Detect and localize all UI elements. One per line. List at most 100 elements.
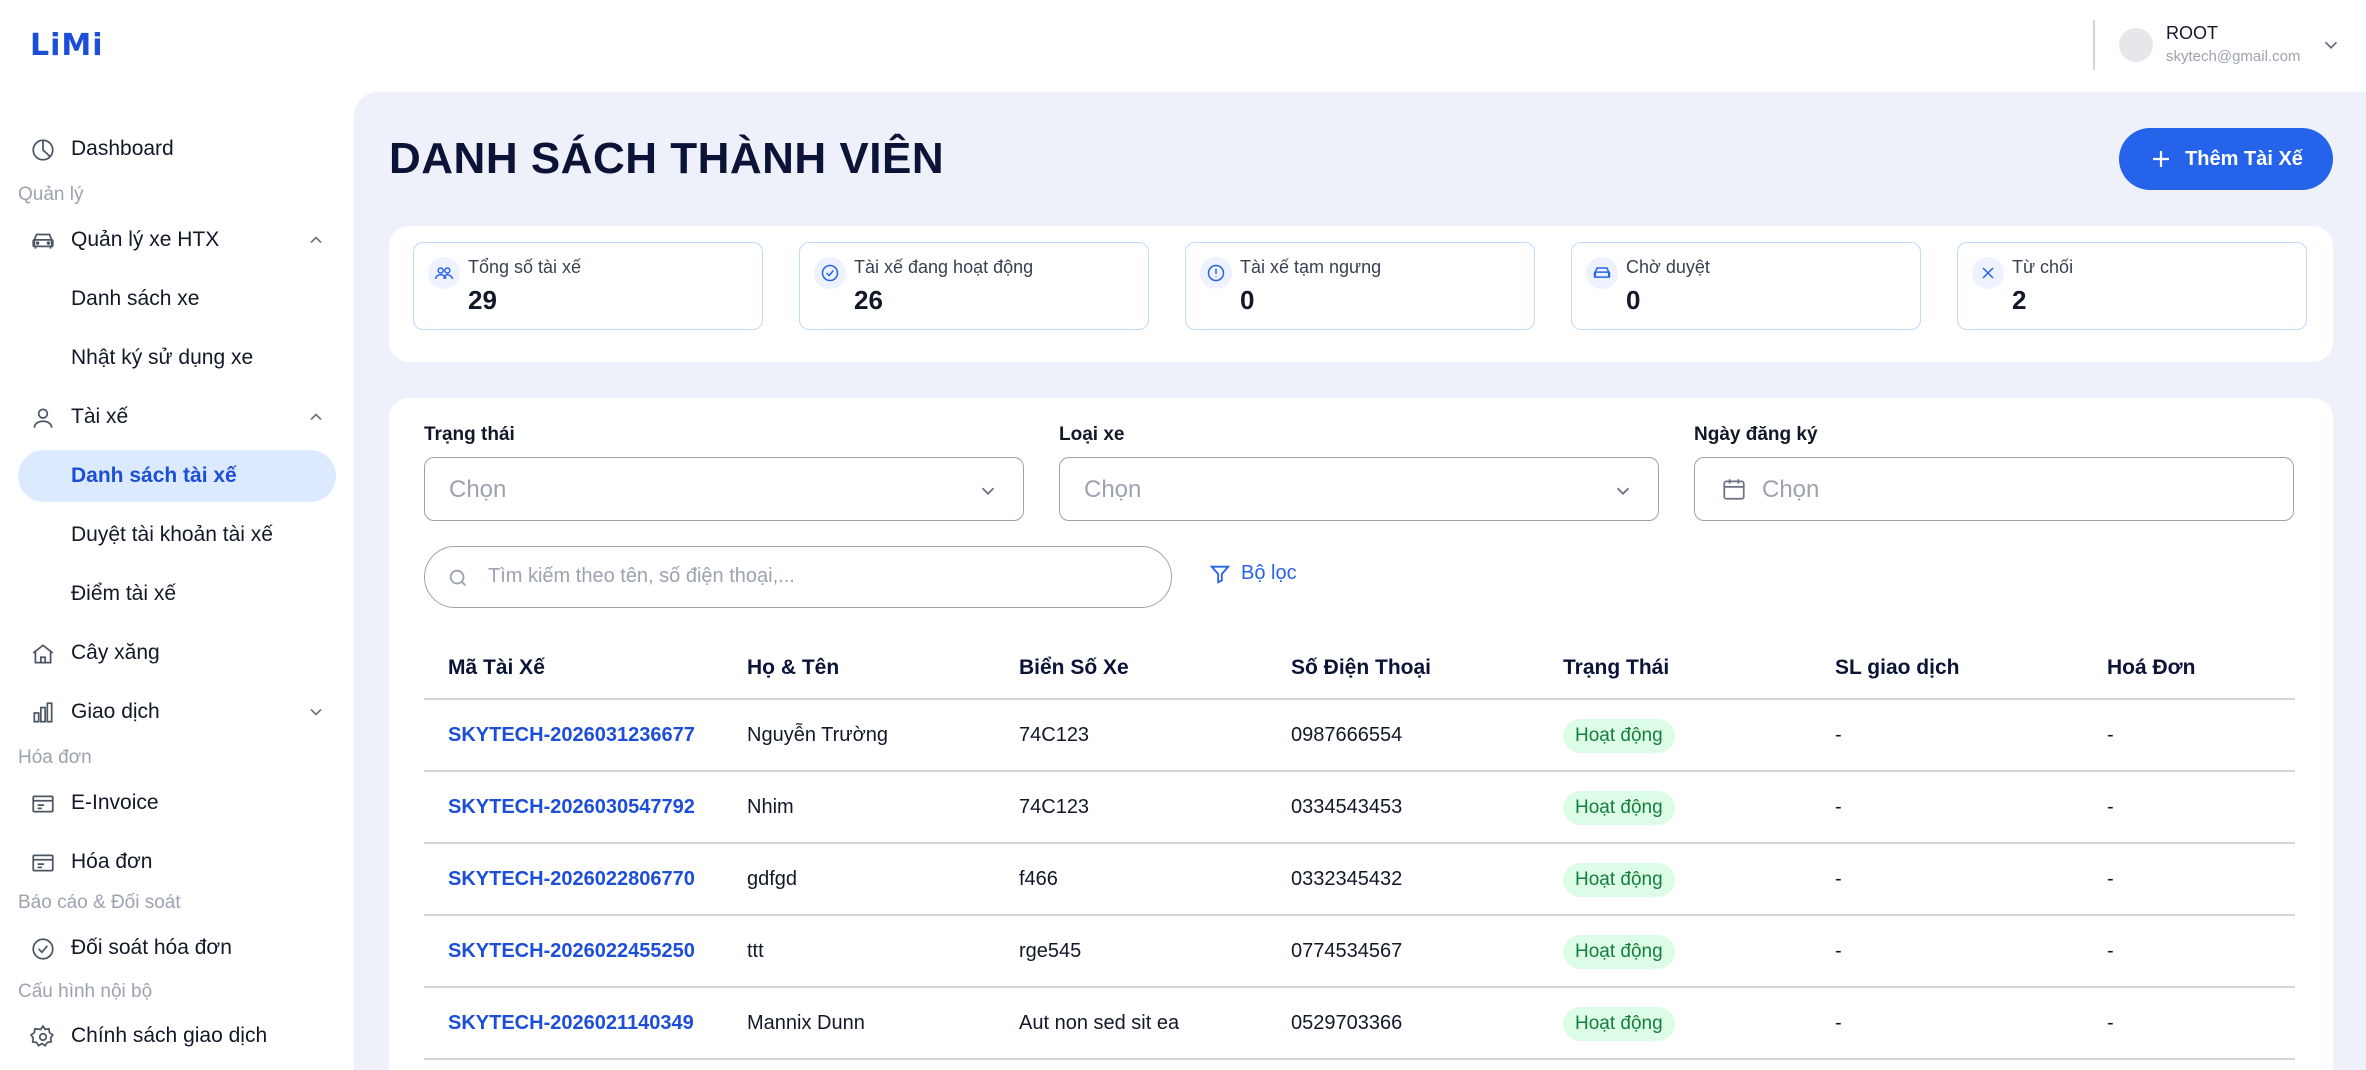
sidebar-item-vehicle-log[interactable]: Nhật ký sử dụng xe: [18, 332, 336, 384]
users-icon: [428, 257, 460, 289]
tx-count: -: [1835, 940, 1842, 962]
sidebar-item-label: Danh sách xe: [71, 287, 200, 310]
column-header[interactable]: Trạng Thái: [1563, 656, 1670, 679]
driver-name: ttt: [747, 940, 764, 962]
add-driver-button[interactable]: Thêm Tài Xế: [2119, 128, 2333, 190]
chevron-up-icon[interactable]: [306, 230, 326, 250]
car-icon: [32, 233, 54, 249]
sidebar-item-dashboard[interactable]: Dashboard: [18, 123, 336, 175]
column-header[interactable]: Biển Số Xe: [1019, 656, 1129, 679]
vehicle-type-select[interactable]: Chọn: [1059, 457, 1659, 521]
driver-code-link[interactable]: SKYTECH-2026030547792: [448, 796, 695, 818]
status-select[interactable]: Chọn: [424, 457, 1024, 521]
tx-count: -: [1835, 1012, 1842, 1034]
vehicle-type-select-value: Chọn: [1084, 476, 1142, 503]
driver-code-link[interactable]: SKYTECH-2026022455250: [448, 940, 695, 962]
stat-label: Tài xế tạm ngưng: [1240, 257, 1382, 277]
sidebar-item-label: Chính sách giao dịch: [71, 1024, 268, 1047]
sidebar-item-reconcile[interactable]: Đối soát hóa đơn: [18, 922, 336, 974]
driver-phone: 0334543453: [1291, 796, 1403, 818]
filter-button-label: Bộ lọc: [1241, 562, 1297, 584]
sidebar-section-manage: Quản lý: [18, 184, 84, 205]
invoice-cell: -: [2107, 724, 2114, 746]
close-icon: [1972, 257, 2004, 289]
driver-code-link[interactable]: SKYTECH-2026022806770: [448, 868, 695, 890]
stat-label: Từ chối: [2012, 257, 2074, 277]
stat-label: Tổng số tài xế: [468, 257, 582, 277]
filter-button[interactable]: Bộ lọc: [1209, 562, 1297, 585]
sidebar-item-driver-points[interactable]: Điểm tài xế: [18, 568, 336, 620]
column-header[interactable]: Hoá Đơn: [2107, 656, 2196, 679]
drivers-table: Mã Tài Xế Họ & Tên Biển Số Xe Số Điện Th…: [424, 640, 2295, 1060]
bar-chart-icon: [33, 702, 53, 723]
reg-date-picker[interactable]: Chọn: [1694, 457, 2294, 521]
driver-plate: rge545: [1019, 940, 1082, 962]
header-divider: [2093, 20, 2095, 70]
top-bar: LiMi ROOT skytech@gmail.com: [0, 0, 2366, 92]
chevron-down-icon[interactable]: [306, 702, 326, 722]
sidebar-item-label: Tài xế: [71, 405, 129, 428]
stat-value: 26: [854, 285, 883, 315]
app-logo[interactable]: LiMi: [30, 28, 104, 63]
stats-card: Tổng số tài xế 29 Tài xế đang hoạt động …: [389, 226, 2333, 362]
invoice-cell: -: [2107, 868, 2114, 890]
table-row[interactable]: SKYTECH-2026030547792 Nhim 74C123 033454…: [424, 772, 2295, 844]
chevron-up-icon[interactable]: [306, 407, 326, 427]
driver-name: Nguyễn Trường: [747, 724, 889, 746]
stat-total: Tổng số tài xế 29: [413, 242, 763, 330]
table-row[interactable]: SKYTECH-2026031236677 Nguyễn Trường 74C1…: [424, 700, 2295, 772]
sidebar-item-transactions[interactable]: Giao dịch: [18, 686, 336, 738]
calendar-icon: [1723, 479, 1745, 500]
sidebar-item-label: Danh sách tài xế: [71, 464, 237, 487]
sidebar-item-label: Điểm tài xế: [71, 582, 177, 605]
search-input[interactable]: Tìm kiếm theo tên, số điện thoại,...: [424, 546, 1172, 608]
sidebar-item-label: Duyệt tài khoản tài xế: [71, 523, 273, 546]
user-icon: [33, 408, 53, 428]
sidebar-item-driver-list[interactable]: Danh sách tài xế: [18, 450, 336, 502]
table-row[interactable]: SKYTECH-2026022806770 gdfgd f466 0332345…: [424, 844, 2295, 916]
driver-plate: Aut non sed sit ea: [1019, 1012, 1180, 1034]
sidebar-section-report: Báo cáo & Đối soát: [18, 892, 181, 913]
status-badge: Hoạt động: [1563, 1007, 1675, 1041]
table-row[interactable]: SKYTECH-2026021140349 Mannix Dunn Aut no…: [424, 988, 2295, 1060]
status-badge: Hoạt động: [1563, 791, 1675, 825]
sidebar-item-vehicle-list[interactable]: Danh sách xe: [18, 273, 336, 325]
column-header[interactable]: SL giao dịch: [1835, 656, 1960, 679]
reg-date-filter-label: Ngày đăng ký: [1694, 424, 1818, 445]
invoice-cell: -: [2107, 796, 2114, 818]
add-driver-label: Thêm Tài Xế: [2185, 147, 2303, 170]
sidebar-section-invoice: Hóa đơn: [18, 747, 92, 768]
driver-phone: 0529703366: [1291, 1012, 1403, 1034]
sidebar-item-label: Quản lý xe HTX: [71, 228, 220, 251]
table-row[interactable]: SKYTECH-2026022455250 ttt rge545 0774534…: [424, 916, 2295, 988]
car-icon: [1586, 257, 1618, 289]
status-badge: Hoạt động: [1563, 935, 1675, 969]
table-header: Mã Tài Xế Họ & Tên Biển Số Xe Số Điện Th…: [424, 640, 2295, 700]
sidebar-item-vehicle-mgmt[interactable]: Quản lý xe HTX: [18, 214, 336, 266]
sidebar-item-drivers[interactable]: Tài xế: [18, 391, 336, 443]
stat-value: 29: [468, 285, 497, 315]
sidebar-item-policy[interactable]: Chính sách giao dịch: [18, 1010, 336, 1062]
driver-code-link[interactable]: SKYTECH-2026021140349: [448, 1012, 694, 1034]
driver-plate: f466: [1019, 868, 1058, 890]
vehicle-type-filter-label: Loại xe: [1059, 424, 1125, 445]
user-name[interactable]: ROOT: [2166, 23, 2218, 43]
column-header[interactable]: Số Điện Thoại: [1291, 656, 1432, 679]
reg-date-value: Chọn: [1762, 476, 1820, 503]
chevron-down-icon: [1616, 487, 1630, 496]
sidebar-item-gas-station[interactable]: Cây xăng: [18, 627, 336, 679]
chevron-down-icon[interactable]: [2320, 34, 2342, 56]
invoice-cell: -: [2107, 1012, 2114, 1034]
sidebar-item-label: Dashboard: [71, 137, 174, 160]
driver-phone: 0332345432: [1291, 868, 1403, 890]
column-header[interactable]: Mã Tài Xế: [448, 656, 545, 679]
column-header[interactable]: Họ & Tên: [747, 656, 840, 679]
avatar[interactable]: [2119, 28, 2153, 62]
driver-code-link[interactable]: SKYTECH-2026031236677: [448, 724, 695, 746]
sidebar-item-einvoice[interactable]: E-Invoice: [18, 777, 336, 829]
sidebar-item-driver-approve[interactable]: Duyệt tài khoản tài xế: [18, 509, 336, 561]
stat-label: Chờ duyệt: [1626, 257, 1710, 277]
receipt-icon: [32, 795, 54, 813]
main-content: DANH SÁCH THÀNH VIÊN Thêm Tài Xế Tổng số…: [354, 92, 2366, 1070]
sidebar-item-invoice[interactable]: Hóa đơn: [18, 836, 336, 888]
